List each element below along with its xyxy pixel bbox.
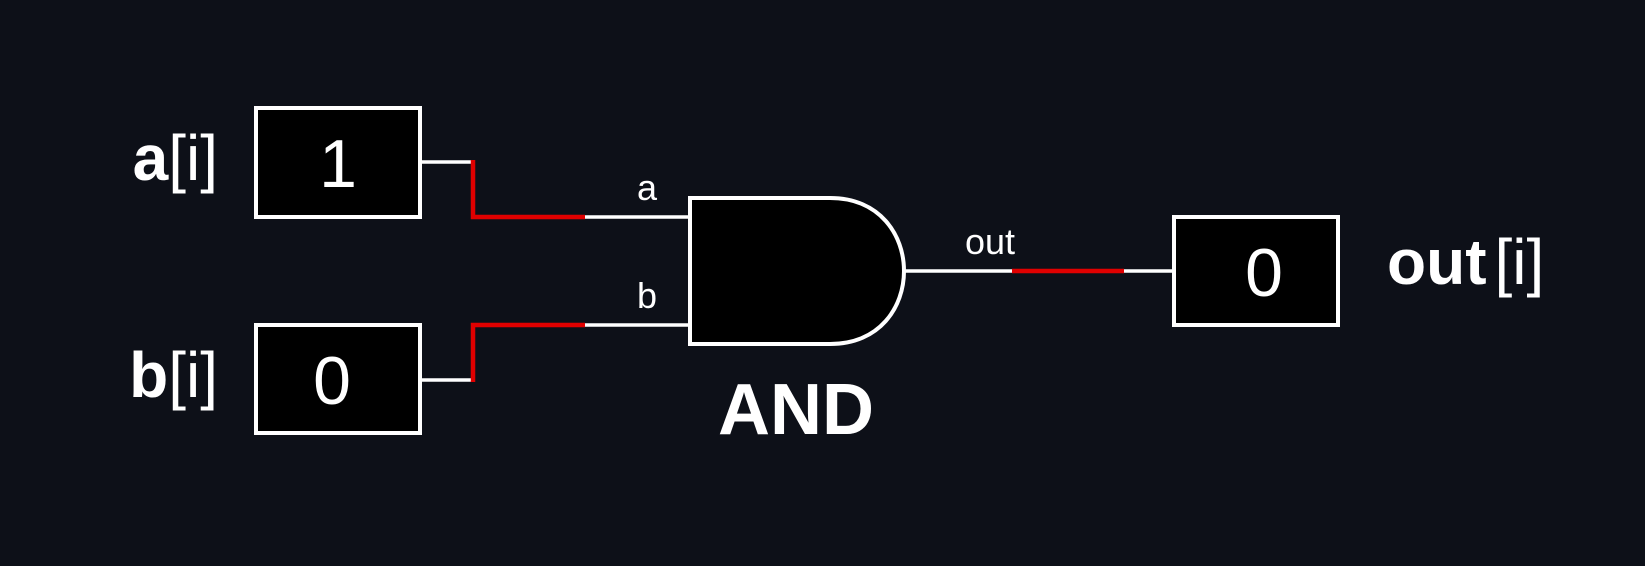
input-b-value: 0	[313, 343, 351, 419]
output-out: 0 out [i]	[1172, 215, 1544, 327]
and-gate-symbol	[688, 196, 907, 346]
wire-a-active-segment	[470, 160, 585, 220]
input-b-label: b[i]	[129, 339, 218, 411]
output-name: out	[1387, 226, 1487, 298]
input-a-value: 1	[319, 126, 357, 202]
output-index: [i]	[1495, 226, 1545, 298]
gate-pin-b-label: b	[637, 275, 657, 316]
gate-pin-a-label: a	[637, 167, 658, 208]
input-a-label: a[i]	[133, 122, 218, 194]
wire-a	[420, 160, 690, 220]
input-b: b[i] 0	[129, 323, 422, 435]
input-a-index: [i]	[168, 122, 218, 194]
wire-b-active-segment	[470, 322, 585, 382]
gate-type-label: AND	[718, 370, 874, 450]
wire-b	[420, 322, 690, 382]
input-b-name: b	[129, 339, 168, 411]
output-value: 0	[1245, 235, 1283, 311]
input-b-index: [i]	[168, 339, 218, 411]
input-b-box	[254, 323, 422, 435]
input-a-name: a	[133, 122, 169, 194]
input-a: a[i] 1	[133, 106, 422, 219]
input-a-box	[254, 106, 422, 219]
output-box	[1172, 215, 1340, 327]
gate-pin-out-label: out	[965, 221, 1015, 262]
output-label: out [i]	[1387, 226, 1544, 298]
